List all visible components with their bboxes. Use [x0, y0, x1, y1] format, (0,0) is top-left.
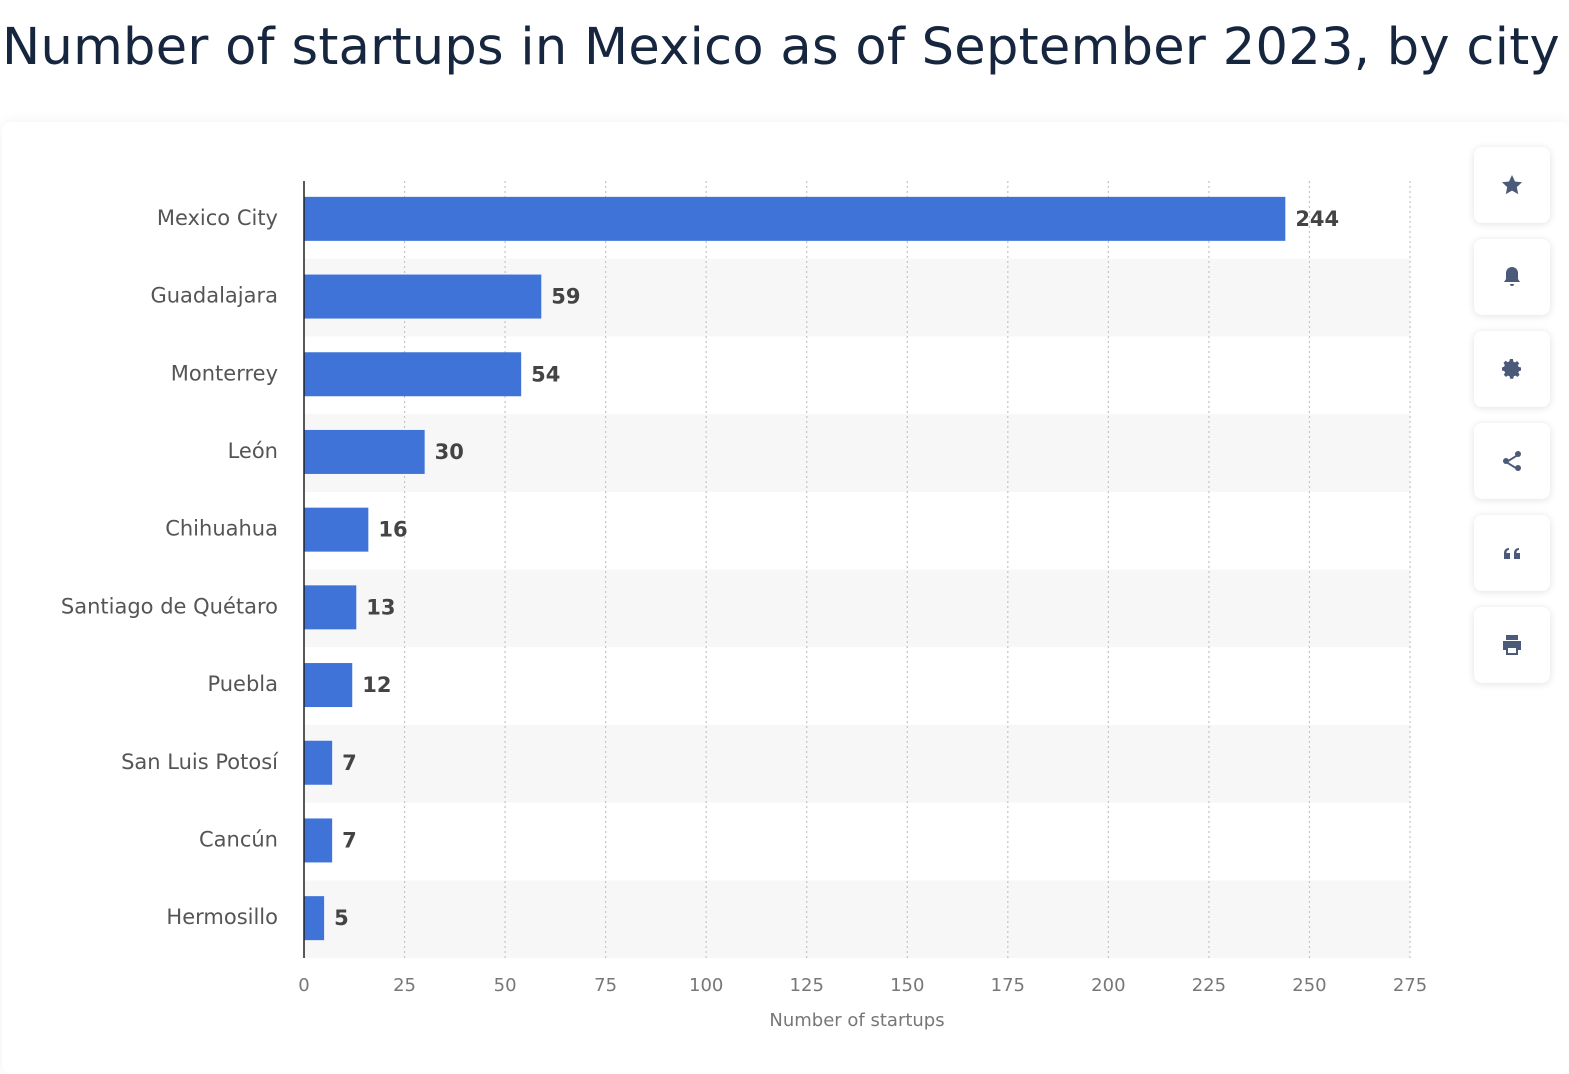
x-tick-label: 175	[991, 975, 1025, 996]
data-label: 54	[531, 362, 560, 386]
y-tick-label: Mexico City	[157, 206, 278, 230]
bar	[304, 352, 522, 397]
data-label: 59	[551, 285, 580, 309]
bar	[304, 507, 369, 552]
x-tick-label: 75	[594, 975, 617, 996]
data-label: 7	[342, 828, 357, 852]
y-tick-label: Guadalajara	[150, 284, 278, 308]
cite-button[interactable]	[1474, 515, 1550, 591]
row-stripe	[304, 414, 1410, 492]
chart-title: Number of startups in Mexico as of Septe…	[2, 18, 1560, 77]
settings-button[interactable]	[1474, 331, 1550, 407]
row-stripe	[304, 569, 1410, 648]
x-tick-label: 125	[790, 975, 824, 996]
data-label: 244	[1295, 207, 1339, 231]
bar	[304, 274, 542, 319]
x-tick-label: 50	[494, 975, 517, 996]
x-tick-label: 100	[689, 975, 723, 996]
data-label: 16	[378, 518, 407, 542]
y-tick-label: Puebla	[207, 672, 278, 696]
notification-button[interactable]	[1474, 239, 1550, 315]
bar	[304, 663, 353, 708]
print-button[interactable]	[1474, 607, 1550, 683]
bar	[304, 585, 357, 630]
bar	[304, 896, 325, 941]
bar	[304, 818, 333, 863]
y-tick-label: Monterrey	[171, 361, 278, 385]
x-tick-label: 0	[298, 975, 309, 996]
row-stripe	[304, 880, 1410, 958]
y-tick-label: León	[228, 439, 278, 463]
x-tick-label: 25	[393, 975, 416, 996]
x-tick-label: 225	[1192, 975, 1226, 996]
x-tick-label: 150	[890, 975, 924, 996]
x-tick-label: 200	[1091, 975, 1125, 996]
y-tick-label: Hermosillo	[166, 905, 278, 929]
y-tick-label: Chihuahua	[165, 517, 278, 541]
y-tick-label: San Luis Potosí	[121, 750, 279, 774]
data-label: 7	[342, 751, 357, 775]
x-tick-label: 250	[1292, 975, 1326, 996]
row-stripe	[304, 724, 1410, 803]
x-tick-label: 275	[1393, 975, 1427, 996]
bar	[304, 196, 1286, 241]
y-tick-label: Santiago de Quétaro	[61, 594, 278, 618]
data-label: 5	[334, 906, 349, 930]
share-button[interactable]	[1474, 423, 1550, 499]
x-axis-label: Number of startups	[769, 1010, 944, 1031]
bar	[304, 740, 333, 785]
data-label: 30	[435, 440, 464, 464]
bar	[304, 429, 425, 474]
data-label: 13	[366, 595, 395, 619]
y-tick-label: Cancún	[199, 827, 278, 851]
data-label: 12	[362, 673, 391, 697]
favorite-button[interactable]	[1474, 147, 1550, 223]
